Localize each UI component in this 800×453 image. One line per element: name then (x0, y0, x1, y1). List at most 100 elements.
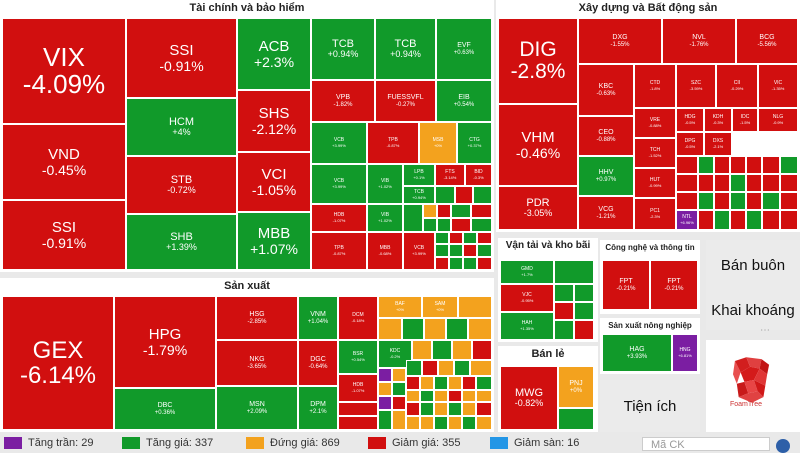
tile-gex[interactable]: GEX -6.14% (2, 296, 114, 430)
legend-item-ceiling[interactable]: Tăng trần: 29 (4, 437, 93, 449)
tile-vcb[interactable]: VCB +3.99% (311, 122, 367, 164)
tile-vhm[interactable]: VHM -0.46% (498, 104, 578, 186)
legend-item-flat[interactable]: Đứng giá: 869 (246, 437, 340, 449)
tile-vcb-2[interactable]: VCB +3.99% (311, 164, 367, 204)
tile-fuessvfl[interactable]: FUESSVFL -0.27% (375, 80, 436, 122)
tile-fts[interactable]: FTS -3.14% (435, 164, 465, 186)
category-utilities[interactable]: Tiện ích (600, 380, 700, 432)
tile-acb[interactable]: ACB +2.3% (237, 18, 311, 90)
tile-vib[interactable]: VIB +1.02% (367, 164, 403, 204)
tile-eib[interactable]: EIB +0.54% (436, 80, 492, 122)
tile-pc1[interactable]: PC1 -2.3% (634, 198, 676, 230)
tile-mbb[interactable]: MBB +1.07% (237, 212, 311, 270)
tile-nvl[interactable]: NVL -1.76% (662, 18, 736, 64)
tile-ctd[interactable]: CTD -1.8% (634, 64, 676, 108)
legend-item-floor[interactable]: Giảm sàn: 16 (490, 437, 579, 449)
category-wholesale[interactable]: Bán buôn (706, 240, 800, 290)
tile-shs[interactable]: SHS -2.12% (237, 90, 311, 152)
tile-small-a[interactable] (435, 186, 455, 204)
tile-sam[interactable]: SAM +0% (422, 296, 458, 318)
tile-ssi-2[interactable]: SSI -0.91% (2, 200, 126, 270)
tile-hut[interactable]: HUT -0.99% (634, 168, 676, 198)
tile-nkg[interactable]: NKG -3.65% (216, 340, 298, 386)
tile-kbc[interactable]: KBC -0.63% (578, 64, 634, 116)
legend-item-down[interactable]: Giảm giá: 355 (368, 437, 460, 449)
tile-tcb-3[interactable]: TCB +0.94% (403, 186, 435, 204)
tile-pnj[interactable]: PNJ +0% (558, 366, 594, 408)
tile-dig[interactable]: DIG -2.8% (498, 18, 578, 104)
tile-shb[interactable]: SHB +1.39% (126, 214, 237, 270)
tile-hag[interactable]: HAG +3.93% (602, 334, 672, 372)
tile-vpb[interactable]: VPB -1.82% (311, 80, 375, 122)
tile-fpt[interactable]: FPT -0.21% (602, 260, 650, 310)
tile-hcm[interactable]: HCM +4% (126, 98, 237, 156)
tile-kdh[interactable]: KDH -0.3% (704, 108, 732, 132)
tile-msb[interactable]: MSB +0% (419, 122, 457, 164)
legend-item-up[interactable]: Tăng giá: 337 (122, 437, 213, 449)
category-mining[interactable]: Khai khoáng (706, 290, 800, 330)
tile-vnd[interactable]: VND -0.45% (2, 124, 126, 200)
tile-vci[interactable]: VCI -1.05% (237, 152, 311, 212)
tile-nlg[interactable]: NLG -0.9% (758, 108, 798, 132)
tile-dxs[interactable]: DXS -2.1% (704, 132, 732, 156)
tile-ssi[interactable]: SSI -0.91% (126, 18, 237, 98)
tile-hdb-2[interactable]: HDB -1.07% (338, 374, 378, 402)
tile-vnm[interactable]: VNM +1.04% (298, 296, 338, 340)
tile-ntl[interactable]: NTL +6.96% (676, 210, 698, 230)
tile-tcb[interactable]: TCB +0.94% (311, 18, 375, 80)
tile-szc[interactable]: SZC -3.59% (676, 64, 716, 108)
corner-button[interactable] (776, 439, 790, 453)
tile-bcg[interactable]: BCG -5.56% (736, 18, 798, 64)
tile-hah[interactable]: HAH +1.35% (500, 312, 554, 340)
tile-ticker: VNM (310, 311, 326, 319)
tile-vcb-3[interactable]: VCB +3.99% (403, 232, 435, 270)
tile-pdr[interactable]: PDR -3.05% (498, 186, 578, 230)
tile-gmd[interactable]: GMD +1.7% (500, 260, 554, 284)
tile-bsr[interactable]: BSR +0.54% (338, 340, 378, 374)
tile-lpb[interactable]: LPB +0.1% (403, 164, 435, 186)
search-input[interactable]: Mã CK (642, 437, 770, 451)
tile-hdb[interactable]: HDB -1.07% (311, 204, 367, 232)
tile-vix[interactable]: VIX -4.09% (2, 18, 126, 124)
tile-vic[interactable]: VIC -1.35% (758, 64, 798, 108)
tile-fpt-2[interactable]: FPT -0.21% (650, 260, 698, 310)
tile-ctg[interactable]: CTG +0.37% (457, 122, 492, 164)
tile-dxg[interactable]: DXG -1.55% (578, 18, 662, 64)
tile-dbc[interactable]: DBC +0.36% (114, 388, 216, 430)
tile-vjc[interactable]: VJC -0.95% (500, 284, 554, 312)
tile-hdg[interactable]: HDG -0.5% (676, 108, 704, 132)
tile-hhv[interactable]: HHV +0.97% (578, 156, 634, 196)
tile-tpb-2[interactable]: TPB -0.87% (311, 232, 367, 270)
tile-retail-small[interactable] (558, 408, 594, 430)
tile-change: -0.88% (596, 136, 616, 143)
tile-bid[interactable]: BID -0.3% (465, 164, 492, 186)
tile-tch[interactable]: TCH -1.52% (634, 138, 676, 168)
tile-cii[interactable]: CII -0.29% (716, 64, 758, 108)
tile-small-c[interactable] (473, 186, 492, 204)
tile-tpb[interactable]: TPB -0.87% (367, 122, 419, 164)
tile-ticker: VHM (521, 128, 555, 146)
tile-vre[interactable]: VRE -0.88% (634, 108, 676, 138)
tile-stb[interactable]: STB -0.72% (126, 156, 237, 214)
tile-tcb-2[interactable]: TCB +0.94% (375, 18, 436, 80)
tile-fpt-small[interactable] (554, 260, 594, 284)
tile-hpg[interactable]: HPG -1.79% (114, 296, 216, 388)
tile-idc[interactable]: IDC -1.5% (732, 108, 758, 132)
tile-small-b[interactable] (455, 186, 473, 204)
tile-dpg[interactable]: DPG -0.5% (676, 132, 704, 156)
tile-vib-2[interactable]: VIB +1.02% (367, 204, 403, 232)
tile-small-y1[interactable] (458, 296, 492, 318)
tile-evf[interactable]: EVF +0.63% (436, 18, 492, 80)
tile-hsg[interactable]: HSG -2.85% (216, 296, 298, 340)
tile-dgc[interactable]: DGC -0.64% (298, 340, 338, 386)
tile-change: -6.14% (19, 362, 97, 389)
tile-msn[interactable]: MSN +2.09% (216, 386, 298, 430)
tile-mbb-2[interactable]: MBB -0.68% (367, 232, 403, 270)
tile-vcg[interactable]: VCG -1.21% (578, 196, 634, 230)
tile-ceo[interactable]: CEO -0.88% (578, 116, 634, 156)
tile-dpm[interactable]: DPM +2.1% (298, 386, 338, 430)
tile-hng[interactable]: HNG +6.81% (672, 334, 698, 372)
tile-mwg[interactable]: MWG -0.82% (500, 366, 558, 430)
tile-baf[interactable]: BAF +0% (378, 296, 422, 318)
tile-dcm[interactable]: DCM -0.18% (338, 296, 378, 340)
